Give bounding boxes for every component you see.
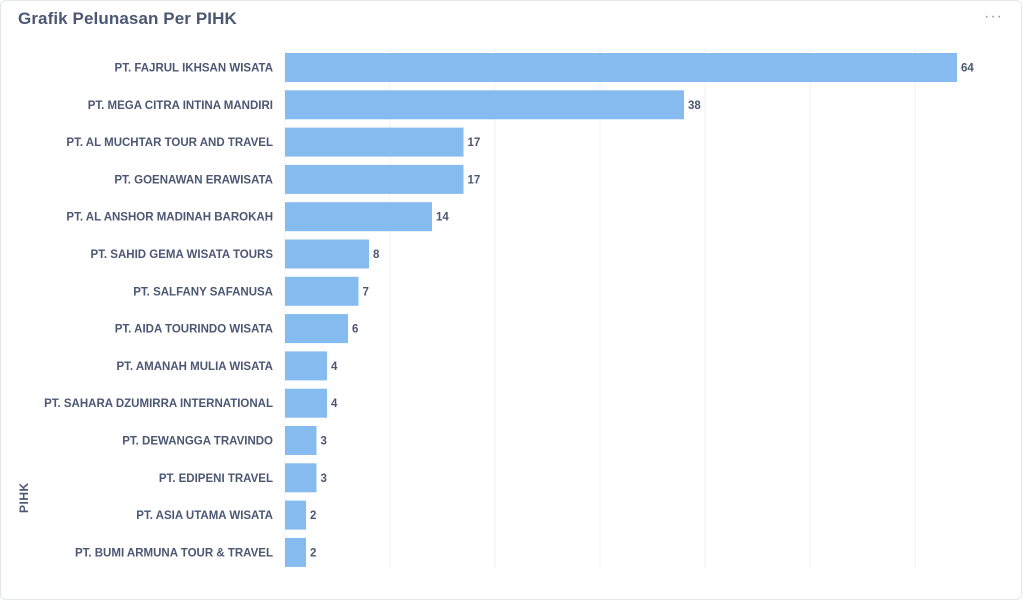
bar[interactable] [285,239,369,269]
category-label: PT. ASIA UTAMA WISATA [136,510,273,522]
value-label: 6 [352,324,358,336]
value-label: 2 [310,510,316,522]
category-label: PT. SAHID GEMA WISATA TOURS [90,249,273,261]
bar[interactable] [285,500,306,530]
bar[interactable] [285,276,359,306]
category-label: PT. AL MUCHTAR TOUR AND TRAVEL [66,137,273,149]
category-label: PT. AL ANSHOR MADINAH BAROKAH [66,212,273,224]
bar[interactable] [285,351,327,381]
value-label: 3 [321,473,327,485]
value-label: 7 [363,286,369,298]
bar[interactable] [285,537,306,567]
chart-title: Grafik Pelunasan Per PIHK [18,9,237,28]
category-label: PT. SAHARA DZUMIRRA INTERNATIONAL [44,398,273,410]
bar[interactable] [285,388,327,418]
value-label: 64 [961,63,974,75]
value-label: 17 [468,137,481,149]
bar[interactable] [285,314,348,344]
category-label: PT. DEWANGGA TRAVINDO [122,436,273,448]
category-label: PT. MEGA CITRA INTINA MANDIRI [88,100,273,112]
bar[interactable] [285,426,317,455]
value-label: 3 [321,436,327,448]
category-label: PT. AIDA TOURINDO WISATA [115,324,273,336]
bar[interactable] [285,53,957,82]
bar[interactable] [285,202,432,232]
value-label: 14 [436,212,449,224]
more-horizontal-icon[interactable]: ··· [984,8,1003,25]
value-label: 8 [373,249,380,261]
value-label: 4 [331,361,338,373]
value-label: 2 [310,547,316,559]
bar[interactable] [285,164,464,194]
bar[interactable] [285,90,684,120]
category-label: PT. GOENAWAN ERAWISATA [114,174,273,186]
category-label: PT. AMANAH MULIA WISATA [116,361,273,373]
value-label: 4 [331,398,338,410]
value-label: 17 [468,174,481,186]
category-label: PT. SALFANY SAFANUSA [133,286,273,298]
value-label: 38 [688,100,701,112]
category-label: PT. BUMI ARMUNA TOUR & TRAVEL [75,547,273,559]
category-label: PT. FAJRUL IKHSAN WISATA [115,63,273,75]
bar[interactable] [285,463,317,493]
category-label: PT. EDIPENI TRAVEL [159,473,273,485]
bar[interactable] [285,127,464,157]
